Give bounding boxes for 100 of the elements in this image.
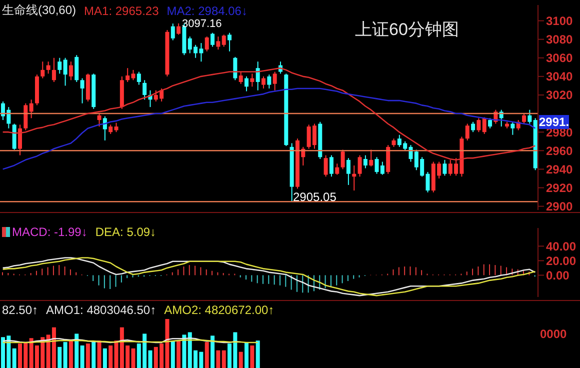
y-tick-label: 2940 [546,162,574,176]
candlestick [108,124,113,134]
candlestick [522,113,526,124]
bar [204,342,209,368]
candlestick [68,61,73,81]
bar [170,340,175,368]
bar [256,340,260,368]
candlestick [102,116,107,141]
candlestick [482,116,486,134]
candlestick [233,56,238,81]
legend-title: 生命线(30,60) [2,2,76,19]
candlestick [29,99,34,119]
candlestick [262,76,266,89]
candlestick [24,102,28,131]
legend-label: MACD: -1.99↓ [11,225,88,239]
candlestick [324,154,328,178]
text: MA2: 2984.06↓ [166,2,248,19]
line-series [2,88,536,170]
candlestick [97,113,102,128]
text: 0000 [540,327,567,341]
candlestick [471,121,476,133]
candlestick [46,61,50,74]
bar [244,342,249,368]
candlestick [170,23,175,41]
candlestick [114,122,118,133]
bar [238,352,243,368]
y-tick-label: 3040 [546,70,574,84]
candlestick [52,57,56,82]
text: AMO2: 4820672.00↑ [164,303,274,317]
candlestick [142,80,147,100]
bar [182,334,186,368]
candlestick [74,54,79,82]
candlestick [363,154,368,169]
text: 82.50↑ [2,303,38,317]
bar [86,344,90,368]
bar [222,350,226,368]
y-tick-label: 3060 [546,51,574,66]
candlestick [80,78,84,104]
bar [97,340,102,368]
candlestick [18,124,22,156]
candlestick [528,109,532,124]
y-tick-label: 3100 [546,14,574,28]
candlestick [488,118,492,129]
candlestick [465,123,470,141]
candlestick [335,163,340,176]
candlestick [58,57,62,74]
bar [92,342,96,368]
candlestick [238,71,243,84]
candlestick [63,57,68,86]
candlestick [272,71,277,91]
candlestick [126,68,130,82]
candlestick [358,154,362,178]
annotation: 3097.16 [182,17,222,31]
bar [80,345,84,368]
line-series [2,257,536,296]
bar [68,340,73,368]
candlestick [267,74,272,89]
y-tick-label: 20.00 [546,254,576,268]
y-tick-label: 2920 [546,181,574,195]
candlestick [329,154,334,178]
text: MA1: 2965.23 [84,2,159,19]
y-tick-label: 0.00 [546,268,570,282]
bar [176,340,181,368]
candlestick [346,158,350,186]
bar [250,345,254,368]
candlestick [131,69,136,81]
bar [12,348,16,368]
y-tick-label: 3020 [546,88,574,102]
bar [210,336,215,368]
candlestick [510,121,515,136]
candlestick [244,76,249,92]
candlestick [136,71,141,86]
y-tick-label: 2900 [546,200,574,214]
text: 上证60分钟图 [355,19,459,41]
text: 2991. [539,115,570,129]
candlestick [256,61,260,91]
candlestick [228,32,232,52]
candlestick [476,118,481,133]
candlestick [369,149,374,167]
candlestick [176,22,181,36]
bar [63,342,68,368]
bar [216,350,220,368]
bar [108,345,113,368]
y-tick-label: 3080 [546,32,574,47]
series-label: DEA: 5.09↓ [95,225,156,239]
candlestick [216,36,220,50]
candlestick [222,34,226,48]
y-tick-label: 2960 [546,144,574,158]
candlestick [442,159,447,176]
annotation: 2905.05 [293,190,336,204]
candlestick [204,36,209,52]
y-tick-label: 40.00 [546,239,576,254]
series-label: AMO1: 4803046.50↑ [46,303,156,317]
candlestick [40,61,45,79]
candlestick [210,32,215,48]
bar [74,334,79,368]
candlestick [250,73,254,88]
candlestick [340,149,345,170]
bar [58,346,62,368]
bar [131,348,136,368]
